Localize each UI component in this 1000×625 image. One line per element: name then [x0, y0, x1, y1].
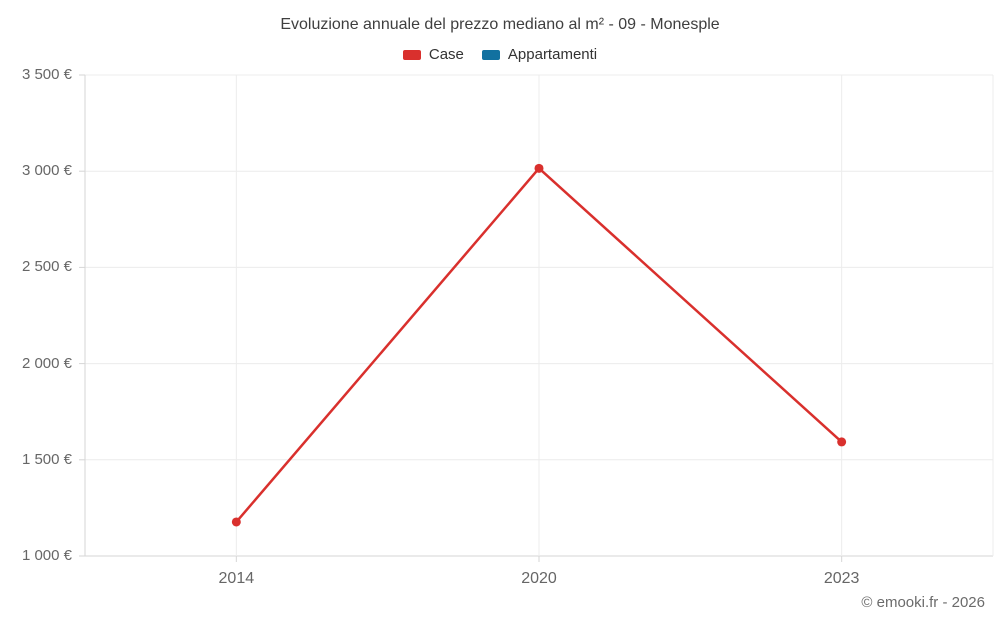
y-tick-label: 1 000 € [21, 547, 72, 564]
legend-item-case[interactable]: Case [402, 46, 464, 63]
y-tick-label: 3 500 € [21, 66, 72, 83]
x-tick-label: 2023 [823, 570, 860, 587]
x-tick-label: 2014 [218, 570, 255, 587]
y-tick-label: 2 000 € [21, 354, 72, 372]
legend-item-appartamenti[interactable]: Appartamenti [481, 46, 598, 63]
copyright-credit: © emooki.fr - 2026 [861, 594, 985, 611]
legend-label-case: Case [428, 46, 464, 63]
appartamenti-series-swatch-icon [481, 49, 500, 60]
chart-title: Evoluzione annuale del prezzo mediano al… [280, 16, 720, 33]
y-tick-label: 3 000 € [21, 162, 72, 180]
legend: Case Appartamenti [0, 46, 1000, 63]
y-tick-label: 1 500 € [21, 450, 72, 468]
case-series-swatch-icon [402, 49, 421, 60]
x-tick-label: 2020 [521, 570, 557, 587]
legend-label-appartamenti: Appartamenti [507, 46, 598, 63]
y-tick-label: 2 500 € [21, 258, 72, 276]
